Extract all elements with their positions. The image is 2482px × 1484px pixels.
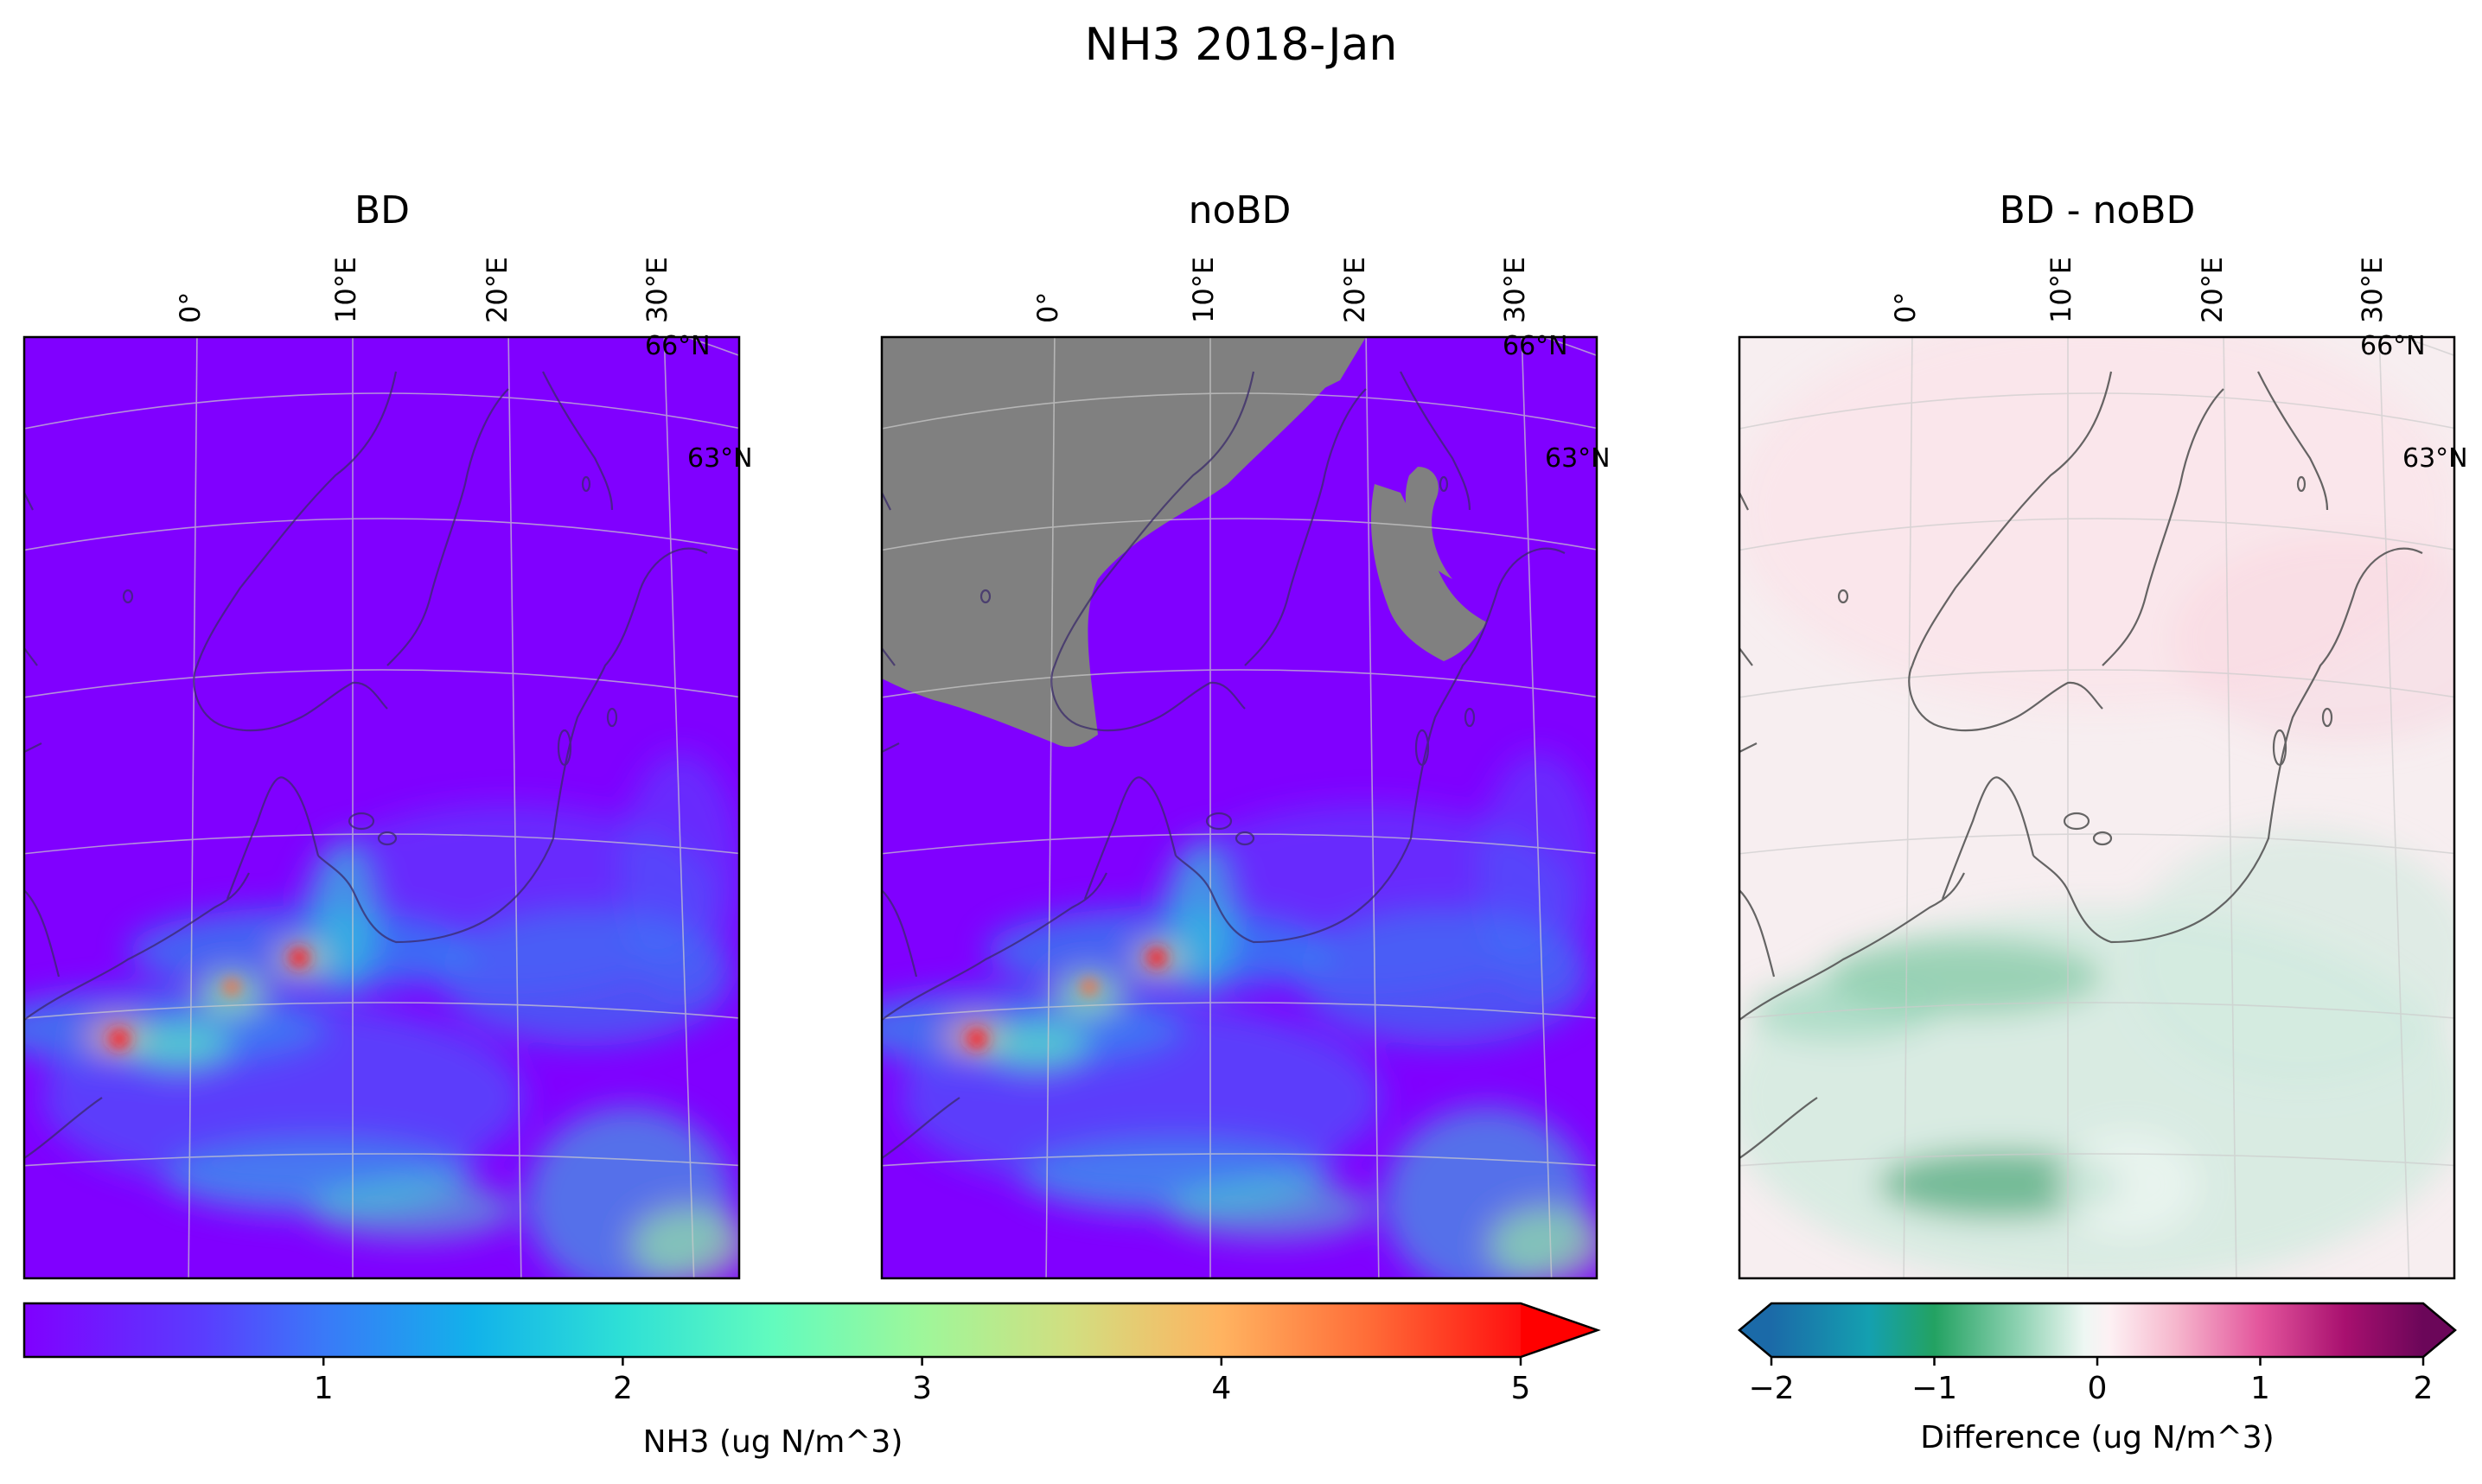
colorbar-tick-label: 4 [1211, 1371, 1231, 1406]
map-frame [880, 335, 1598, 1280]
lon-label: 30°E [641, 257, 673, 323]
colorbar-concentration-ramp [24, 1303, 1521, 1357]
concentration-field [882, 752, 1597, 1278]
colorbar-concentration: 1 2 3 4 5 [22, 1302, 1601, 1406]
lat-label: 66°N [1503, 331, 1568, 361]
lat-label: 63°N [1545, 443, 1611, 474]
map-panel-bd: 0° 10°E 20°E 30°E 66°N 63°N [22, 257, 753, 1280]
colorbar-difference-ramp [1771, 1303, 2423, 1357]
lon-label: 10°E [1187, 257, 1220, 323]
graticule [1739, 337, 2454, 1278]
colorbar-difference: −2 −1 0 1 2 [1738, 1302, 2457, 1406]
lon-label: 30°E [2356, 257, 2389, 323]
lon-label: 0° [174, 292, 207, 323]
colorbar-tick-label: 2 [2414, 1371, 2434, 1406]
map-frame [22, 335, 741, 1280]
colorbar-tick-label: 5 [1511, 1371, 1531, 1406]
colorbar-difference-label: Difference (ug N/m^3) [1920, 1420, 2275, 1455]
lat-label: 63°N [2402, 443, 2468, 474]
colorbar-concentration-label: NH3 (ug N/m^3) [642, 1424, 903, 1460]
lat-label: 63°N [687, 443, 753, 474]
lat-label: 66°N [645, 331, 711, 361]
masked-region [882, 337, 1487, 748]
colorbar-extend-max-diff [2423, 1303, 2455, 1357]
colorbar-tick-label: 1 [314, 1371, 334, 1406]
lon-label: 20°E [1338, 257, 1371, 323]
lon-label: 0° [1889, 292, 1922, 323]
map-frame [1738, 335, 2456, 1280]
panel-title-nobd: noBD [1188, 188, 1292, 232]
lon-label: 20°E [481, 257, 514, 323]
lon-label: 0° [1031, 292, 1064, 323]
figure-title: NH3 2018-Jan [1084, 19, 1398, 71]
map-panel-diff: 0° 10°E 20°E 30°E 66°N 63°N [1738, 257, 2468, 1280]
coastline [882, 371, 1566, 1159]
colorbar-extend-max [1521, 1303, 1598, 1357]
panel-title-bd: BD [354, 188, 411, 232]
lon-label: 10°E [2045, 257, 2077, 323]
colorbar-tick-label: −1 [1911, 1371, 1957, 1406]
colorbar-tick-label: 3 [912, 1371, 932, 1406]
lat-label: 66°N [2360, 331, 2426, 361]
concentration-field [1739, 337, 2454, 1278]
coastline [1739, 371, 2423, 1159]
colorbar-tick-label: 1 [2250, 1371, 2270, 1406]
colorbar-tick-label: 2 [613, 1371, 633, 1406]
coastline [24, 371, 708, 1159]
lon-label: 10°E [329, 257, 362, 323]
panel-title-diff: BD - noBD [1999, 188, 2196, 232]
colorbar-tick-label: −2 [1748, 1371, 1794, 1406]
lon-label: 30°E [1498, 257, 1531, 323]
lon-label: 20°E [2196, 257, 2229, 323]
colorbar-extend-min [1739, 1303, 1771, 1357]
colorbar-tick-label: 0 [2088, 1371, 2108, 1406]
map-panel-nobd: 0° 10°E 20°E 30°E 66°N 63°N [880, 257, 1611, 1280]
